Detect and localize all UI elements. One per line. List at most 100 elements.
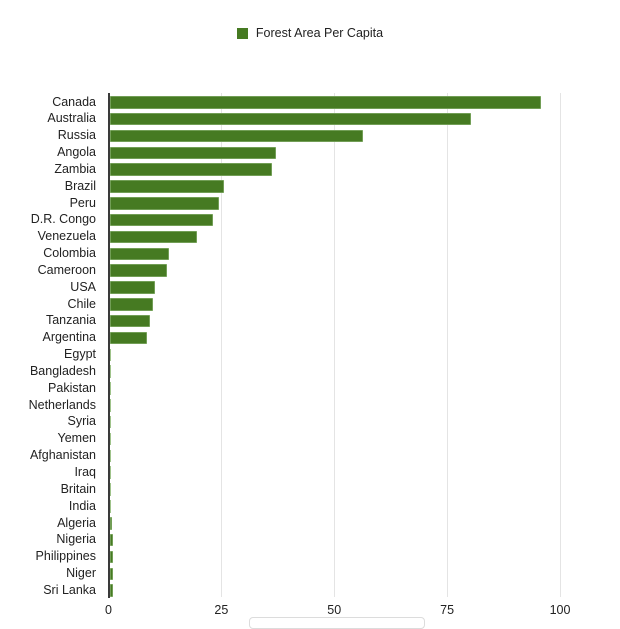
bar-row: D.R. Congo [0, 211, 620, 228]
bar[interactable] [110, 96, 542, 109]
bar-row: India [0, 498, 620, 515]
bar-row: Argentina [0, 329, 620, 346]
bar[interactable] [110, 314, 151, 328]
bar[interactable] [110, 466, 111, 479]
category-label: Bangladesh [29, 363, 96, 378]
bar-row: Britain [0, 481, 620, 498]
category-label: Colombia [43, 246, 96, 261]
bar-row: Cameroon [0, 262, 620, 279]
category-label: Afghanistan [29, 448, 96, 463]
x-tick-label: 100 [549, 603, 571, 617]
category-label: Peru [69, 195, 96, 210]
bar-row: Colombia [0, 245, 620, 262]
bar[interactable] [110, 533, 113, 547]
bar[interactable] [110, 213, 213, 227]
bar[interactable] [110, 129, 364, 143]
bar[interactable] [110, 483, 111, 496]
category-label: Angola [57, 145, 96, 160]
bar[interactable] [110, 264, 168, 277]
bar-row: Australia [0, 110, 620, 127]
bar-row: Niger [0, 565, 620, 582]
bar[interactable] [110, 449, 111, 463]
bar-row: Angola [0, 144, 620, 161]
y-axis-line [108, 93, 110, 598]
bar-row: Zambia [0, 161, 620, 178]
category-label: Brazil [64, 178, 96, 193]
bar-row: Iraq [0, 464, 620, 481]
bar[interactable] [110, 112, 472, 126]
bar-row: Pakistan [0, 380, 620, 397]
category-label: Venezuela [37, 229, 96, 244]
category-label: Australia [47, 111, 96, 126]
category-label: D.R. Congo [30, 212, 96, 227]
legend-label: Forest Area Per Capita [255, 26, 384, 40]
x-tick-label: 0 [105, 603, 112, 617]
bar-row: Sri Lanka [0, 582, 620, 599]
bar[interactable] [110, 365, 111, 378]
category-label: Egypt [64, 347, 96, 362]
category-label: Niger [66, 566, 96, 581]
bar-row: Venezuela [0, 228, 620, 245]
category-label: Netherlands [28, 397, 96, 412]
bar[interactable] [110, 500, 112, 513]
gridline [220, 93, 222, 597]
bar-row: Philippines [0, 548, 620, 565]
bar[interactable] [110, 584, 113, 597]
category-label: Philippines [35, 549, 96, 564]
bar-row: Chile [0, 296, 620, 313]
category-label: Cameroon [37, 262, 96, 277]
category-label: Yemen [57, 431, 96, 446]
scroll-indicator[interactable] [249, 617, 425, 629]
bar[interactable] [110, 331, 147, 345]
category-label: India [68, 498, 96, 513]
bar-row: Syria [0, 413, 620, 430]
category-label: Canada [52, 94, 96, 109]
x-tick-label: 25 [214, 603, 229, 617]
x-tick-label: 50 [327, 603, 342, 617]
bar[interactable] [110, 415, 111, 429]
category-label: Tanzania [45, 313, 96, 328]
gridline [446, 93, 448, 597]
category-label: Zambia [54, 161, 96, 176]
category-label: Chile [67, 296, 97, 311]
bar[interactable] [110, 348, 111, 362]
bar[interactable] [110, 517, 113, 530]
bar[interactable] [110, 230, 197, 244]
bar[interactable] [110, 298, 154, 311]
chart-legend: Forest Area Per Capita [0, 26, 620, 40]
gridline [559, 93, 561, 597]
category-label: USA [70, 279, 96, 294]
bar-row: USA [0, 279, 620, 296]
bar[interactable] [110, 247, 169, 261]
bar[interactable] [110, 550, 113, 564]
category-label: Russia [57, 128, 96, 143]
bar-row: Bangladesh [0, 363, 620, 380]
bar-row: Afghanistan [0, 447, 620, 464]
bar[interactable] [110, 180, 225, 193]
bar[interactable] [110, 432, 111, 446]
category-label: Syria [67, 414, 96, 429]
bar-row: Egypt [0, 346, 620, 363]
category-label: Algeria [57, 515, 96, 530]
bar[interactable] [110, 163, 272, 176]
category-label: Pakistan [48, 380, 96, 395]
bar[interactable] [110, 197, 220, 210]
category-label: Britain [60, 481, 96, 496]
gridline [333, 93, 335, 597]
bar[interactable] [110, 382, 111, 395]
category-label: Argentina [42, 330, 96, 345]
plot-area [108, 93, 561, 597]
bar[interactable] [110, 146, 276, 160]
bar-row: Brazil [0, 178, 620, 195]
bar-row: Algeria [0, 515, 620, 532]
category-label: Nigeria [56, 532, 96, 547]
bar[interactable] [110, 399, 111, 412]
bar-row: Canada [0, 94, 620, 111]
legend-swatch [236, 27, 248, 39]
bar[interactable] [110, 567, 113, 581]
bar-row: Yemen [0, 430, 620, 447]
bar-row: Peru [0, 195, 620, 212]
bar-row: Nigeria [0, 531, 620, 548]
x-tick-label: 75 [440, 603, 455, 617]
bar[interactable] [110, 281, 155, 294]
